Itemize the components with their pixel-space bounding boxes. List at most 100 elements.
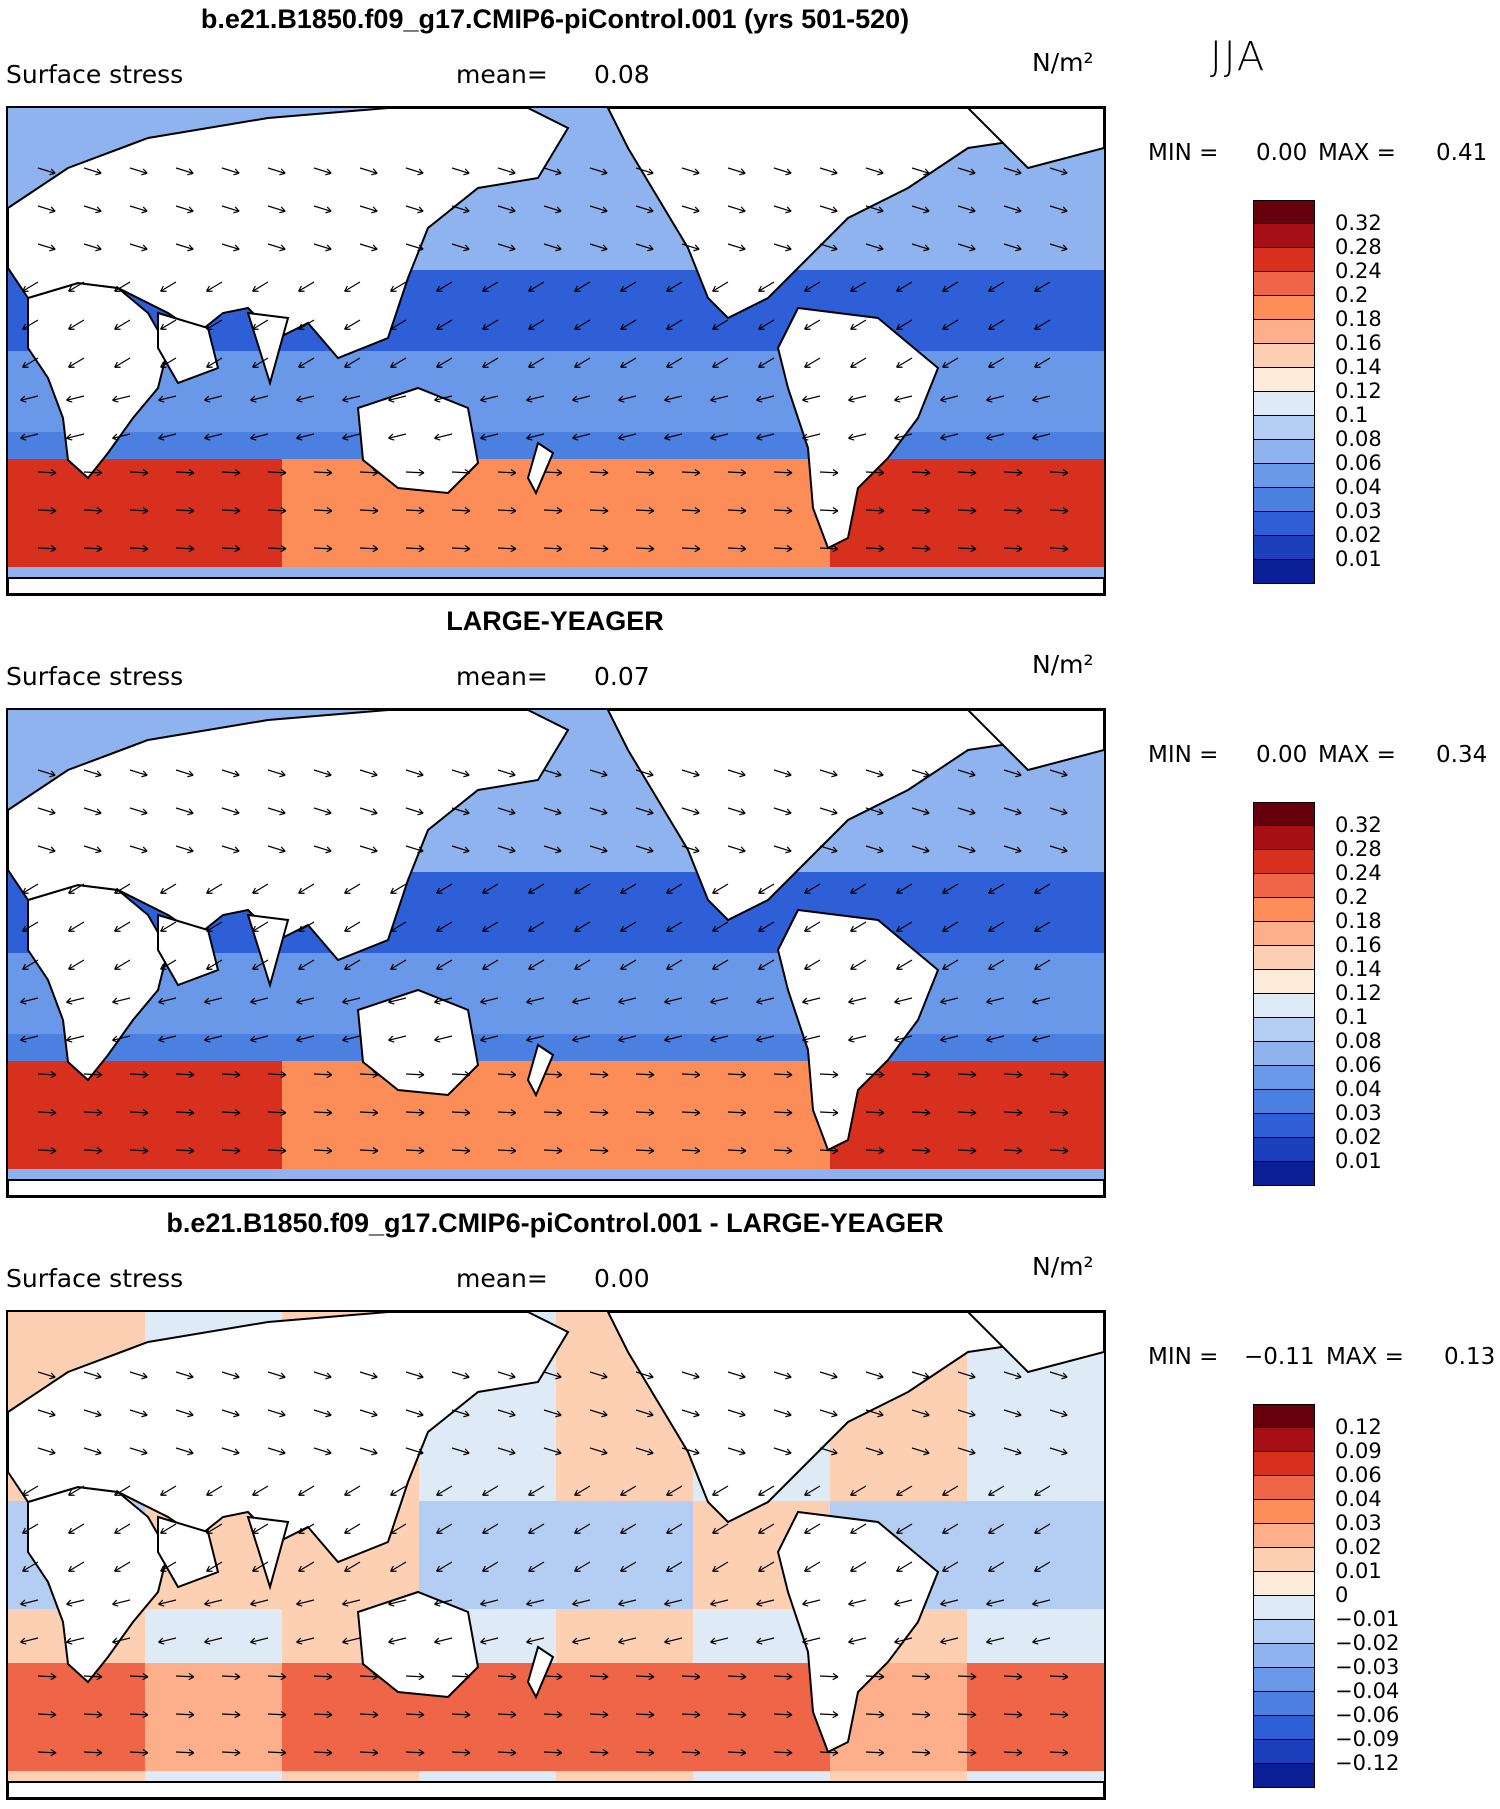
vector-arrow <box>342 433 361 441</box>
vector-arrow <box>83 807 102 816</box>
vector-arrow <box>819 507 839 515</box>
colorbar-swatch <box>1253 850 1315 874</box>
vector-arrow <box>988 1485 1005 1496</box>
vector-arrow <box>756 1035 775 1043</box>
field-cell <box>145 1690 283 1718</box>
vector-arrow <box>865 769 884 778</box>
field-cell <box>282 1690 420 1718</box>
vector-arrow <box>250 395 269 403</box>
field-cell <box>282 1744 420 1772</box>
field-cell <box>8 1115 146 1143</box>
vector-arrow <box>267 807 286 816</box>
vector-arrow <box>758 319 775 330</box>
vector-arrow <box>206 883 223 894</box>
vector-arrow <box>221 1109 241 1117</box>
field-cell <box>8 1744 146 1772</box>
field-cell <box>145 405 283 433</box>
vector-arrow <box>957 1673 977 1681</box>
vector-arrow <box>543 1711 563 1719</box>
vector-arrow <box>620 1561 637 1572</box>
field-cell <box>419 926 557 954</box>
vector-arrow <box>451 1371 470 1380</box>
vector-arrow <box>1003 845 1022 854</box>
vector-arrow <box>635 807 654 816</box>
vector-arrow <box>727 167 746 176</box>
vector-arrow <box>298 319 315 330</box>
field-cell <box>556 1061 694 1089</box>
colorbar-swatch <box>1253 392 1315 416</box>
vector-arrow <box>313 1071 333 1079</box>
vector-arrow <box>313 545 333 553</box>
vector-arrow <box>482 1561 499 1572</box>
vector-arrow <box>405 1371 424 1380</box>
field-cell <box>145 1636 283 1664</box>
vector-arrow <box>528 1485 545 1496</box>
vector-arrow <box>405 1447 424 1456</box>
vector-arrow <box>267 243 286 252</box>
vector-arrow <box>681 545 701 553</box>
vector-arrow <box>894 1035 913 1043</box>
field-cell <box>556 513 694 541</box>
vector-arrow <box>20 1599 39 1607</box>
vector-arrow <box>344 959 361 970</box>
field-cell <box>693 513 831 541</box>
vector-arrow <box>20 1637 39 1645</box>
field-cell <box>145 1663 283 1691</box>
field-cell <box>693 1690 831 1718</box>
vector-arrow <box>572 395 591 403</box>
vector-arrow <box>942 1485 959 1496</box>
colorbar-tick-label: 0.04 <box>1335 1487 1382 1511</box>
vector-arrow <box>1034 357 1051 368</box>
field-label: Surface stress <box>6 1264 184 1293</box>
field-cell <box>282 1115 420 1143</box>
vector-arrow <box>727 1447 746 1456</box>
field-cell <box>419 1115 557 1143</box>
vector-arrow <box>1003 1147 1023 1155</box>
vector-arrow <box>296 395 315 403</box>
vector-arrow <box>664 997 683 1005</box>
vector-arrow <box>160 959 177 970</box>
field-cell <box>830 243 968 271</box>
vector-arrow <box>618 433 637 441</box>
vector-arrow <box>572 1035 591 1043</box>
vector-arrow <box>773 769 792 778</box>
vector-arrow <box>313 1109 333 1117</box>
vector-arrow <box>940 1035 959 1043</box>
vector-arrow <box>773 243 792 252</box>
vector-arrow <box>865 1371 884 1380</box>
colorbar-tick-label: 0.32 <box>1335 813 1382 837</box>
field-cell <box>419 1717 557 1745</box>
vector-arrow <box>957 1071 977 1079</box>
continent-africa <box>27 883 170 1082</box>
vector-arrow <box>635 1447 654 1456</box>
vector-arrow <box>175 1371 194 1380</box>
field-cell <box>419 1555 557 1583</box>
mean-label: mean= <box>456 60 548 89</box>
field-cell <box>419 1501 557 1529</box>
vector-arrow <box>158 1637 177 1645</box>
field-cell <box>830 270 968 298</box>
vector-arrow <box>114 1561 131 1572</box>
field-cell <box>419 872 557 900</box>
vector-arrow <box>206 1523 223 1534</box>
vector-arrow <box>911 1673 931 1681</box>
vector-arrow <box>221 507 241 515</box>
vector-arrow <box>1003 1071 1023 1079</box>
vector-arrow <box>526 433 545 441</box>
vector-arrow <box>37 1711 57 1719</box>
vector-arrow <box>942 1523 959 1534</box>
field-cell <box>967 1447 1104 1475</box>
continent-greenland <box>966 710 1104 772</box>
colorbar-swatch <box>1253 1548 1315 1572</box>
vector-arrow <box>83 507 103 515</box>
field-cell <box>419 845 557 873</box>
field-cell <box>967 216 1104 244</box>
vector-arrow <box>896 281 913 292</box>
vector-arrow <box>359 1749 379 1757</box>
field-cell <box>556 270 694 298</box>
vector-arrow <box>848 997 867 1005</box>
vector-arrow <box>83 1409 102 1418</box>
vector-arrow <box>129 205 148 214</box>
vector-arrow <box>267 1147 287 1155</box>
vector-arrow <box>712 1523 729 1534</box>
